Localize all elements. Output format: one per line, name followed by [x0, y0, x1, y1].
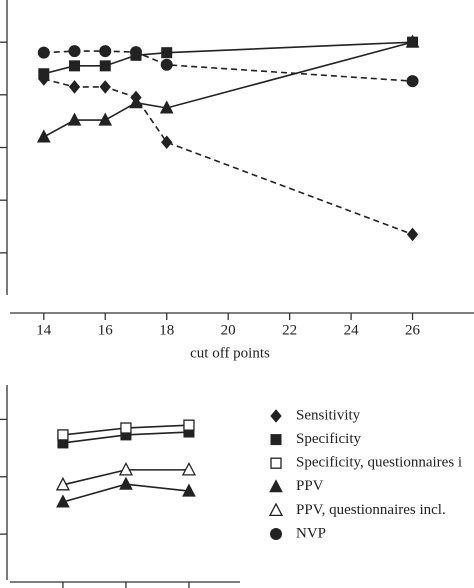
- marker-square: [270, 457, 282, 469]
- x-axis-label: cut off points: [190, 345, 270, 361]
- marker-triangle: [118, 461, 134, 476]
- x-tick-label: 26: [405, 322, 421, 338]
- series-line: [43, 78, 413, 236]
- marker-diamond: [270, 409, 282, 423]
- marker-circle: [129, 46, 142, 59]
- marker-circle: [160, 58, 173, 71]
- x-tick-label: 14: [36, 322, 52, 338]
- marker-triangle: [98, 112, 113, 126]
- marker-square: [120, 422, 132, 434]
- marker-circle: [37, 46, 50, 59]
- x-tick-label: 18: [159, 322, 174, 338]
- x-tick-label: 24: [344, 322, 360, 338]
- x-tick-label: 20: [221, 322, 236, 338]
- marker-triangle: [181, 461, 197, 476]
- marker-triangle: [129, 95, 143, 109]
- marker-square: [57, 429, 69, 441]
- legend-label: Sensitivity: [296, 407, 361, 423]
- marker-square: [99, 60, 111, 72]
- x-tick-label: 22: [282, 322, 297, 338]
- marker-diamond: [99, 80, 111, 94]
- marker-square: [69, 60, 81, 72]
- marker-triangle: [269, 479, 283, 493]
- marker-circle: [270, 528, 282, 540]
- marker-diamond: [68, 80, 81, 94]
- legend-label: NVP: [296, 525, 326, 541]
- legend-label: PPV: [296, 478, 324, 494]
- marker-square: [38, 68, 50, 80]
- marker-triangle: [159, 100, 174, 114]
- marker-triangle: [55, 476, 71, 491]
- marker-circle: [68, 45, 81, 58]
- marker-diamond: [161, 135, 173, 150]
- legend-label: Specificity, questionnaires i: [296, 455, 462, 471]
- marker-circle: [99, 45, 112, 58]
- legend-label: Specificity: [296, 431, 361, 447]
- marker-triangle: [268, 502, 284, 517]
- marker-diamond: [406, 227, 419, 242]
- marker-triangle: [36, 129, 51, 143]
- legend-label: PPV, questionnaires incl.: [296, 502, 446, 518]
- series-line: [43, 41, 413, 75]
- marker-triangle: [119, 476, 133, 490]
- marker-square: [161, 47, 173, 59]
- marker-square: [183, 419, 195, 431]
- marker-circle: [406, 75, 419, 88]
- marker-triangle: [182, 483, 196, 497]
- marker-triangle: [405, 34, 420, 48]
- marker-triangle: [56, 494, 70, 508]
- x-tick-label: 16: [98, 322, 114, 338]
- marker-square: [270, 434, 282, 446]
- marker-triangle: [67, 112, 82, 126]
- series-line: [43, 41, 413, 138]
